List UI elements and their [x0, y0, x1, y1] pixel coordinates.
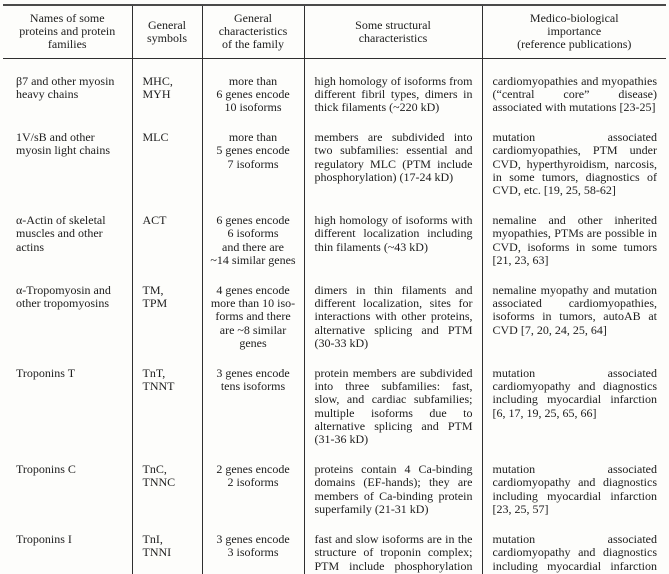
cell-general-symbols: ACT	[131, 206, 203, 277]
cell-structural-characteristics: proteins contain 4 Ca-binding domains (E…	[303, 455, 483, 526]
cell-general-symbols: MHC, MYH	[131, 58, 203, 124]
cell-general-characteristics: 2 genes encode 2 isoforms	[201, 455, 305, 526]
cell-general-characteristics: 3 genes encode 3 isoforms	[201, 525, 305, 574]
column-header-structural-characteristics: Some structural characteristics	[303, 5, 483, 59]
cell-general-characteristics: 4 genes encode more than 10 iso- forms a…	[201, 276, 305, 360]
table-row-myosin-heavy-chains: β7 and other myosin heavy chains MHC, MY…	[3, 58, 666, 124]
column-header-protein-names: Names of some proteins and protein famil…	[3, 5, 133, 59]
cell-structural-characteristics: fast and slow isoforms are in the struct…	[303, 525, 483, 574]
column-header-medico-biological-importance: Medico-biological importance (reference …	[481, 5, 666, 59]
protein-families-table: Names of some proteins and protein famil…	[3, 4, 666, 574]
cell-structural-characteristics: high homology of isoforms with different…	[303, 206, 483, 277]
cell-medico-biological-importance: mutation associated cardiomyopathy and d…	[481, 525, 666, 574]
cell-general-characteristics: more than 6 genes encode 10 isoforms	[201, 58, 305, 124]
cell-structural-characteristics: high homology of isoforms from different…	[303, 58, 483, 124]
cell-general-characteristics: 3 genes encode tens isoforms	[201, 359, 305, 456]
cell-protein-name: Troponins I	[3, 525, 133, 574]
table-row-troponins-c: Troponins C TnC, TNNC 2 genes encode 2 i…	[3, 455, 666, 526]
cell-medico-biological-importance: mutation associated cardiomyopathies, PT…	[481, 123, 666, 207]
table-row-actins: α-Actin of skeletal muscles and other ac…	[3, 206, 666, 277]
table-row-troponins-t: Troponins T TnT, TNNT 3 genes encode ten…	[3, 359, 666, 456]
cell-medico-biological-importance: nemaline myopathy and mutation associate…	[481, 276, 666, 360]
table-row-troponins-i: Troponins I TnI, TNNI 3 genes encode 3 i…	[3, 525, 666, 574]
cell-protein-name: α-Actin of skeletal muscles and other ac…	[3, 206, 133, 277]
cell-protein-name: 1V/sB and other myosin light chains	[3, 123, 133, 207]
cell-structural-characteristics: dimers in thin filaments and different l…	[303, 276, 483, 360]
cell-protein-name: Troponins C	[3, 455, 133, 526]
cell-structural-characteristics: members are subdivided into two subfamil…	[303, 123, 483, 207]
cell-medico-biological-importance: nemaline and other inherited myopathies,…	[481, 206, 666, 277]
cell-general-symbols: TnI, TNNI	[131, 525, 203, 574]
table-header-row: Names of some proteins and protein famil…	[3, 5, 666, 59]
cell-general-symbols: TnC, TNNC	[131, 455, 203, 526]
cell-structural-characteristics: protein members are subdivided into thre…	[303, 359, 483, 456]
cell-protein-name: Troponins T	[3, 359, 133, 456]
cell-medico-biological-importance: cardiomyopathies and myopathies (“centra…	[481, 58, 666, 124]
cell-protein-name: β7 and other myosin heavy chains	[3, 58, 133, 124]
table-row-myosin-light-chains: 1V/sB and other myosin light chains MLC …	[3, 123, 666, 207]
cell-general-symbols: MLC	[131, 123, 203, 207]
table-row-tropomyosins: α-Tropomyosin and other tropomyosins TM,…	[3, 276, 666, 360]
cell-general-symbols: TnT, TNNT	[131, 359, 203, 456]
cell-medico-biological-importance: mutation associated cardiomyopathy and d…	[481, 455, 666, 526]
cell-medico-biological-importance: mutation associated cardiomyopathy and d…	[481, 359, 666, 456]
cell-protein-name: α-Tropomyosin and other tropomyosins	[3, 276, 133, 360]
cell-general-characteristics: 6 genes encode 6 isoforms and there are …	[201, 206, 305, 277]
cell-general-symbols: TM, TPM	[131, 276, 203, 360]
column-header-general-characteristics: General characteristics of the family	[201, 5, 305, 59]
cell-general-characteristics: more than 5 genes encode 7 isoforms	[201, 123, 305, 207]
column-header-general-symbols: General symbols	[131, 5, 203, 59]
